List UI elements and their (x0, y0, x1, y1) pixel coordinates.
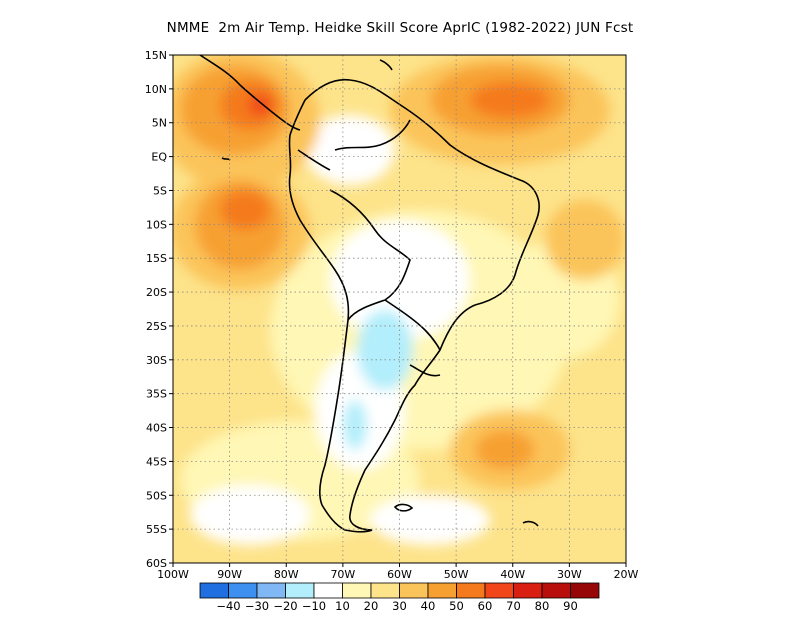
lat-label: 15N (145, 49, 167, 62)
lat-label: 30S (146, 354, 167, 367)
field-patch (330, 220, 470, 340)
colorbar-label: 90 (563, 599, 578, 613)
lon-label: 80W (274, 568, 299, 581)
plot-area (172, 54, 627, 564)
longitude-axis: 100W 90W 80W 70W 60W 50W 40W 30W 20W (157, 563, 639, 581)
field-patch (343, 400, 367, 450)
colorbar-swatch (370, 582, 400, 599)
lat-label: 25S (146, 320, 167, 333)
lon-label: 70W (330, 568, 355, 581)
colorbar-label: 10 (335, 599, 350, 613)
field-patch (248, 95, 272, 115)
lon-label: 30W (557, 568, 582, 581)
colorbar-label: 20 (364, 599, 379, 613)
country-border (297, 149, 331, 171)
colorbar-label: −30 (245, 599, 269, 613)
country-border (409, 364, 441, 377)
colorbar-label: 30 (392, 599, 407, 613)
lat-label: 15S (146, 252, 167, 265)
lat-label: 5S (153, 184, 167, 197)
lat-label: 55S (146, 523, 167, 536)
south-georgia (522, 520, 539, 527)
colorbar-label: 70 (506, 599, 521, 613)
lon-label: 90W (217, 568, 242, 581)
colorbar-label: 80 (535, 599, 550, 613)
colorbar: −40 −30 −20 −10 10 20 30 40 50 60 70 80 90 (199, 582, 600, 613)
lon-label: 60W (387, 568, 412, 581)
colorbar-swatch (513, 582, 543, 599)
colorbar-swatch (228, 582, 258, 599)
colorbar-label: 60 (478, 599, 493, 613)
lat-label: 10S (146, 218, 167, 231)
colorbar-label: 40 (421, 599, 436, 613)
skill-field (173, 55, 625, 545)
map-title: NMME 2m Air Temp. Heidke Skill Score Apr… (166, 20, 634, 36)
caribbean-islands (379, 59, 393, 71)
gridlines (173, 55, 626, 563)
colorbar-label: −20 (273, 599, 297, 613)
field-patch (470, 82, 550, 118)
field-patch (545, 200, 625, 280)
colorbar-swatch (570, 582, 600, 599)
lat-label: 20S (146, 286, 167, 299)
country-border (329, 189, 411, 321)
field-patch (475, 430, 535, 470)
lon-label: 20W (614, 568, 639, 581)
lon-label: 40W (500, 568, 525, 581)
field-patch (305, 115, 395, 185)
lon-label: 100W (157, 568, 189, 581)
lat-label: 10N (145, 83, 167, 96)
field-patch (357, 310, 413, 390)
lat-label: 60S (146, 557, 167, 570)
coastlines (199, 55, 540, 533)
colorbar-label: −10 (302, 599, 326, 613)
colorbar-swatch (399, 582, 429, 599)
lat-label: 45S (146, 455, 167, 468)
lat-label: 35S (146, 388, 167, 401)
colorbar-swatch (427, 582, 457, 599)
latitude-axis: 15N 10N 5N EQ 5S 10S 15S 20S 25S 30S 35S 40S 45S 50S 5… (145, 49, 173, 570)
colorbar-swatch (541, 582, 571, 599)
colorbar-swatch (285, 582, 315, 599)
field-patch (370, 495, 490, 545)
south-america-coast (288, 78, 540, 533)
colorbar-swatch (199, 582, 229, 599)
central-america-coast (199, 55, 301, 131)
lat-label: 40S (146, 422, 167, 435)
field-patch (190, 485, 310, 545)
country-border (334, 119, 411, 151)
lat-label: 50S (146, 489, 167, 502)
lat-label: EQ (151, 151, 167, 164)
colorbar-label: 50 (449, 599, 464, 613)
lat-label: 5N (152, 117, 167, 130)
colorbar-swatch (256, 582, 286, 599)
colorbar-label: −40 (216, 599, 240, 613)
colorbar-swatch (484, 582, 514, 599)
field-patch (220, 190, 270, 230)
colorbar-swatch (342, 582, 372, 599)
colorbar-swatch (456, 582, 486, 599)
country-border (384, 299, 441, 351)
colorbar-swatch (313, 582, 343, 599)
lon-label: 50W (444, 568, 469, 581)
